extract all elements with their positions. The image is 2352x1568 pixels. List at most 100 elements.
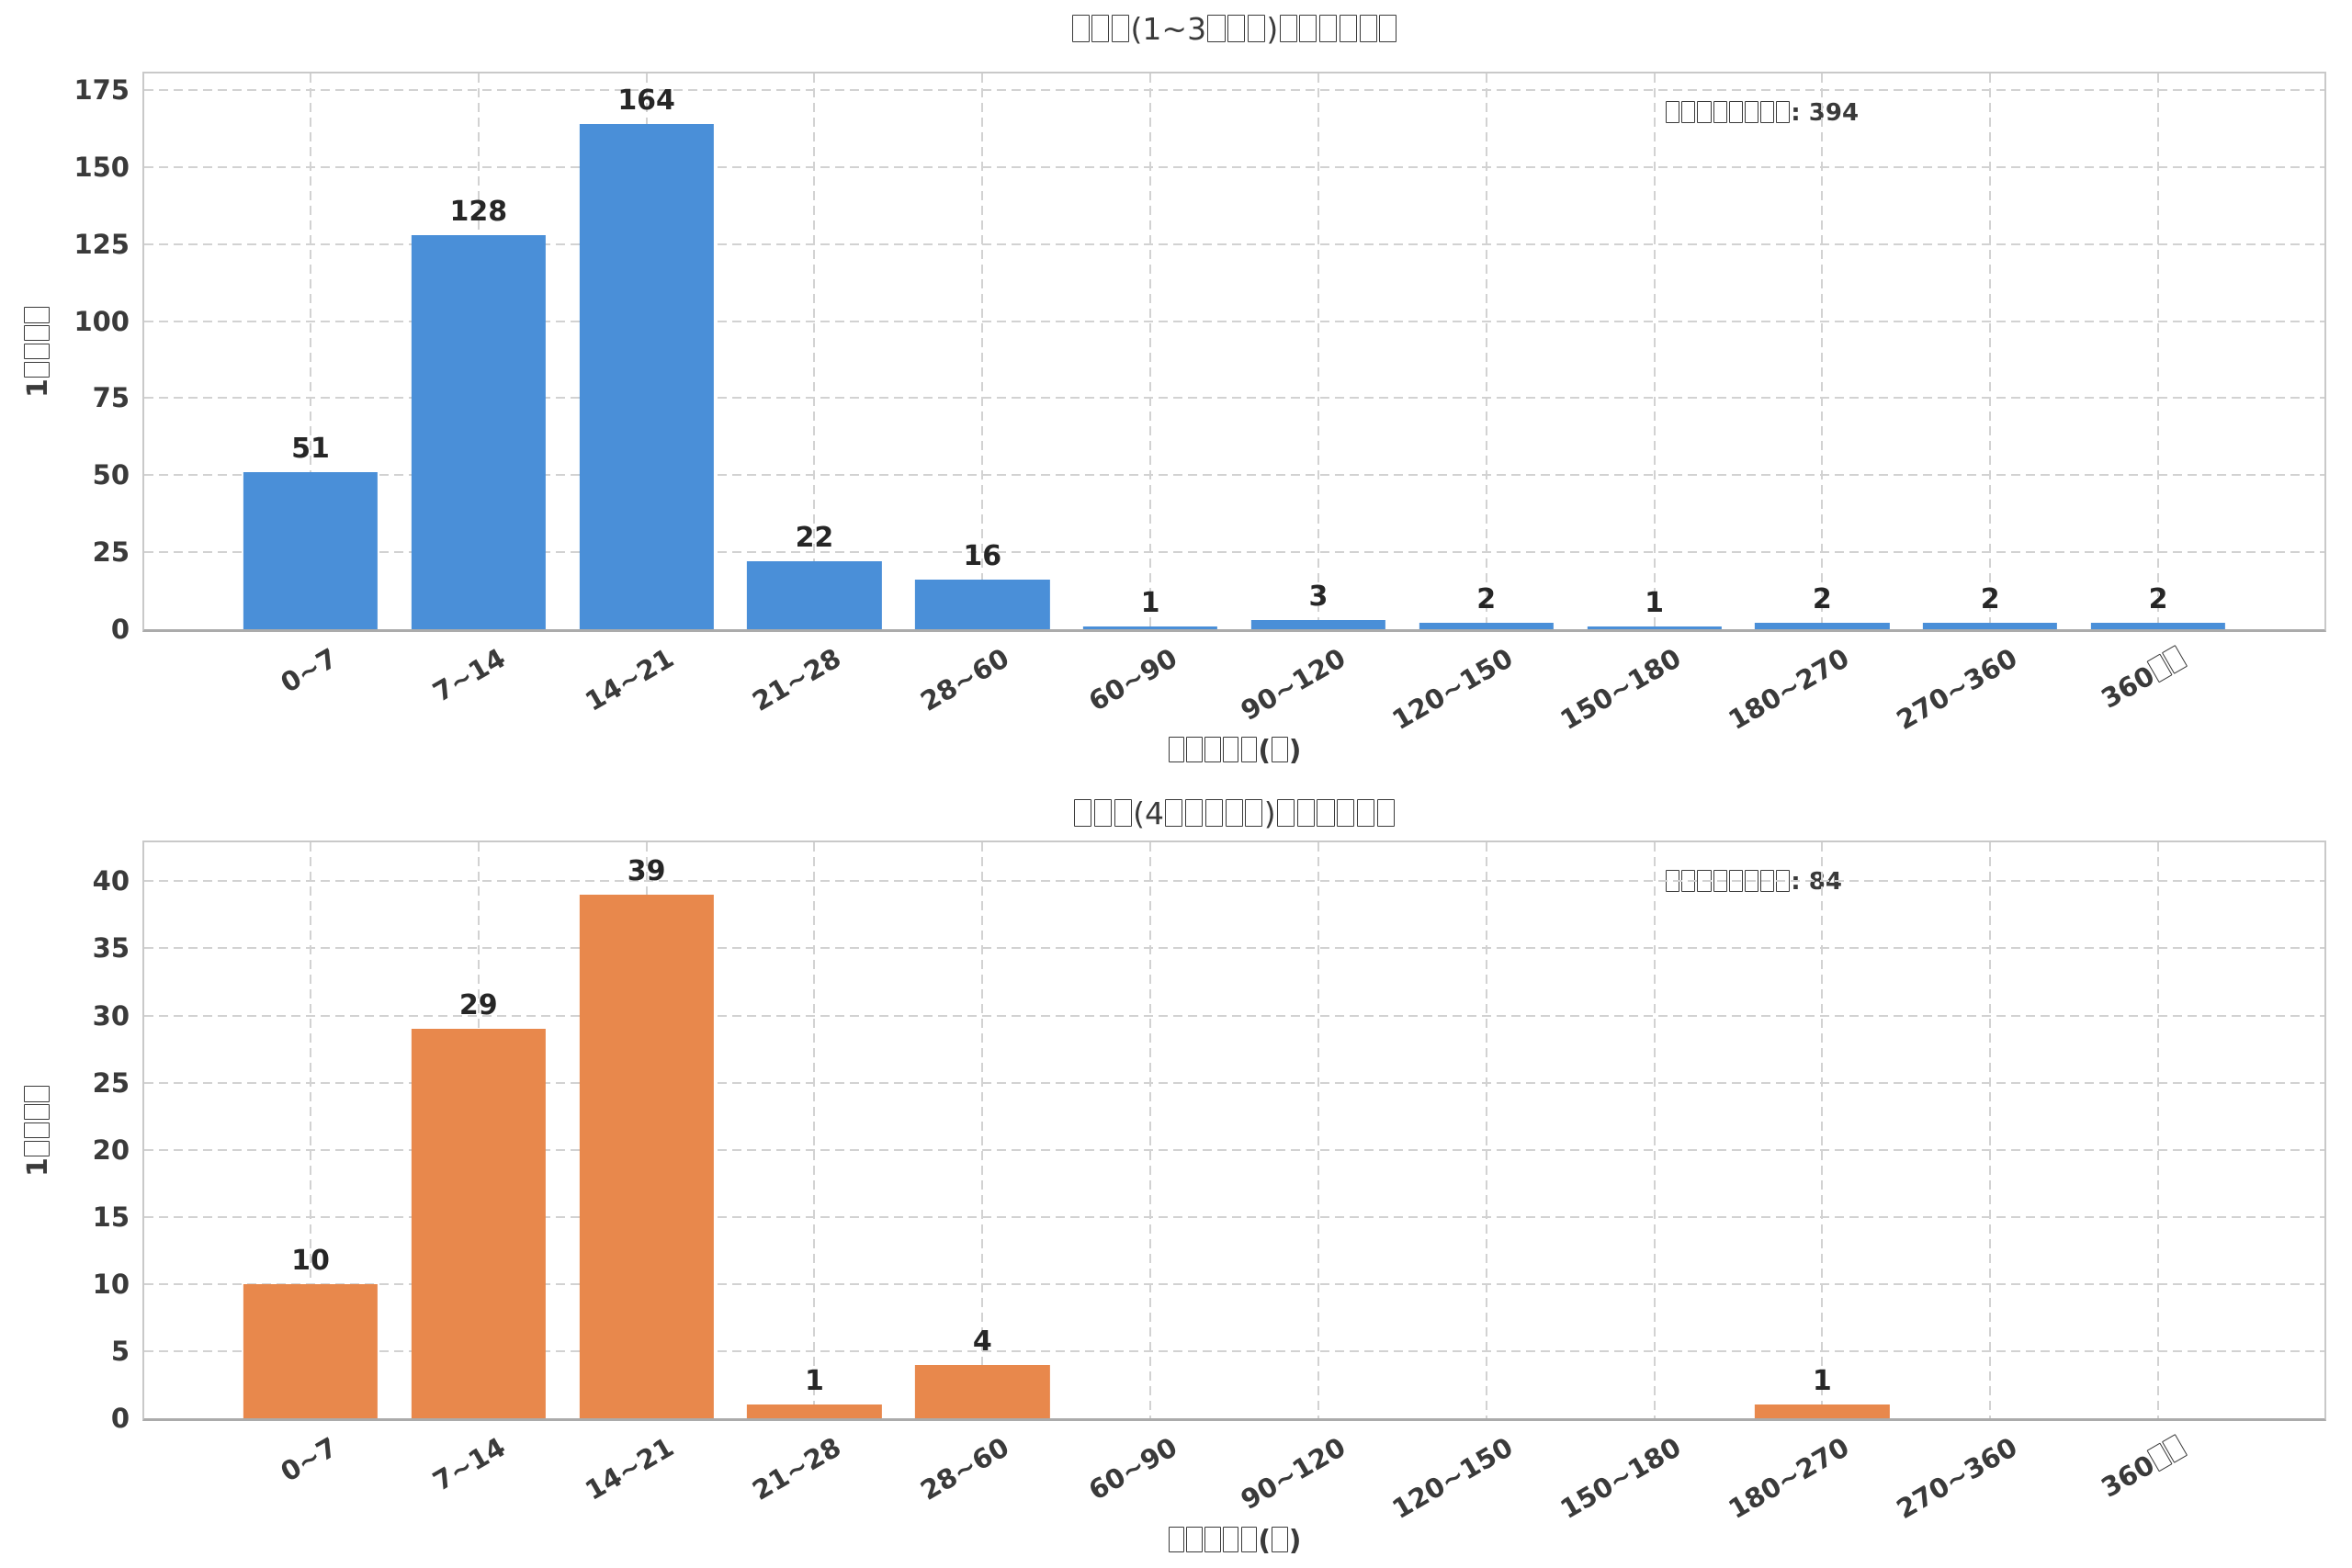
chart-title: (4) xyxy=(142,795,2326,831)
missing-glyph-box xyxy=(24,1103,50,1120)
x-axis-label: () xyxy=(142,735,2326,767)
bar xyxy=(915,580,1050,629)
gridline-vertical xyxy=(1653,842,1656,1418)
y-tick-label: 25 xyxy=(92,1066,130,1099)
gridline-vertical xyxy=(1149,73,1152,629)
missing-glyph-box xyxy=(1222,737,1239,762)
gridline-horizontal xyxy=(144,880,2324,883)
missing-glyph-box xyxy=(1091,14,1110,43)
gridline-horizontal xyxy=(144,243,2324,245)
missing-glyph-box xyxy=(1168,737,1185,762)
gridline-horizontal xyxy=(144,474,2324,477)
missing-glyph-box xyxy=(1204,1527,1221,1552)
bar-value-label: 2 xyxy=(1980,583,2000,616)
y-tick-label: 35 xyxy=(92,932,130,964)
gridline-vertical xyxy=(309,842,311,1418)
gridline-vertical xyxy=(2157,73,2159,629)
bar-value-label: 10 xyxy=(291,1244,330,1277)
missing-glyph-box xyxy=(1296,798,1315,828)
gridline-vertical xyxy=(2157,842,2159,1418)
y-tick-label: 100 xyxy=(74,305,130,337)
x-tick-label: 14~21 xyxy=(579,642,679,717)
bar xyxy=(243,1283,379,1418)
y-tick-label: 75 xyxy=(92,382,130,414)
bar-value-label: 2 xyxy=(1812,583,1832,616)
missing-glyph-box xyxy=(1697,100,1712,123)
x-tick-label: 14~21 xyxy=(579,1431,679,1506)
missing-glyph-box xyxy=(1165,798,1183,828)
y-axis-label: 1 xyxy=(22,306,54,397)
y-tick-label: 25 xyxy=(92,536,130,569)
gridline-vertical xyxy=(1989,73,1992,629)
bar xyxy=(579,895,714,1418)
missing-glyph-box xyxy=(1207,14,1226,43)
missing-glyph-box xyxy=(1681,100,1696,123)
missing-glyph-box xyxy=(1093,798,1113,828)
bar xyxy=(1755,623,1890,629)
gridline-vertical xyxy=(309,73,311,629)
missing-glyph-box xyxy=(1379,14,1397,43)
bar-value-label: 3 xyxy=(1308,580,1329,613)
gridline-vertical xyxy=(1821,842,1824,1418)
bar-value-label: 2 xyxy=(1476,583,1497,616)
missing-glyph-box xyxy=(1713,100,1727,123)
x-tick-label: 21~28 xyxy=(747,1431,847,1506)
missing-glyph-box xyxy=(1317,798,1335,828)
x-tick-label: 28~60 xyxy=(915,642,1015,717)
gridline-vertical xyxy=(1485,842,1487,1418)
missing-glyph-box xyxy=(1227,14,1246,43)
gridline-horizontal xyxy=(144,165,2324,168)
x-tick-label: 120~150 xyxy=(1386,642,1519,737)
missing-glyph-box xyxy=(1245,798,1263,828)
missing-glyph-box xyxy=(1272,1527,1288,1552)
missing-glyph-box xyxy=(1319,14,1338,43)
y-tick-label: 30 xyxy=(92,999,130,1032)
bar-value-label: 1 xyxy=(1645,586,1664,619)
missing-glyph-box xyxy=(1114,798,1132,828)
missing-glyph-box xyxy=(1186,737,1203,762)
y-tick-label: 0 xyxy=(110,614,130,645)
bar xyxy=(411,234,546,629)
bar-value-label: 29 xyxy=(458,989,498,1022)
gridline-horizontal xyxy=(144,397,2324,400)
y-tick-label: 125 xyxy=(74,228,130,260)
plot-area: 1 : 84 0510152025303540100~7297~143914~2… xyxy=(22,840,2326,1525)
missing-glyph-box xyxy=(24,361,50,378)
bar-value-label: 22 xyxy=(795,522,834,555)
gridline-vertical xyxy=(1149,842,1152,1418)
bar-value-label: 39 xyxy=(627,855,666,887)
missing-glyph-box xyxy=(1376,798,1395,828)
bar xyxy=(1755,1404,1890,1418)
y-tick-label: 150 xyxy=(74,151,130,183)
x-tick-label: 60~90 xyxy=(1083,642,1183,717)
gridline-horizontal xyxy=(144,320,2324,322)
x-tick-label: 360 xyxy=(2096,1431,2190,1504)
bar xyxy=(915,1364,1050,1418)
bar xyxy=(579,124,714,629)
missing-glyph-box xyxy=(1074,798,1092,828)
x-tick-label: 150~180 xyxy=(1555,1431,1687,1526)
gridline-vertical xyxy=(1317,73,1319,629)
missing-glyph-box xyxy=(1112,14,1130,43)
gridline-vertical xyxy=(813,73,816,629)
gridline-vertical xyxy=(1653,73,1656,629)
bar-value-label: 164 xyxy=(617,85,675,117)
gridline-horizontal xyxy=(144,1349,2324,1352)
y-tick-label: 5 xyxy=(110,1335,130,1367)
x-tick-label: 150~180 xyxy=(1555,642,1687,737)
y-tick-label: 50 xyxy=(92,459,130,491)
gridline-horizontal xyxy=(144,89,2324,92)
x-tick-label: 180~270 xyxy=(1723,642,1855,737)
bar xyxy=(1250,619,1386,629)
total-annotation: : 394 xyxy=(1665,99,1859,127)
x-tick-label: 180~270 xyxy=(1723,1431,1855,1526)
x-tick-label: 360 xyxy=(2096,642,2190,715)
bar xyxy=(2090,623,2226,629)
missing-glyph-box xyxy=(1279,14,1297,43)
bar-value-label: 1 xyxy=(1812,1365,1832,1398)
y-axis-label: 1 xyxy=(22,1085,54,1176)
missing-glyph-box xyxy=(1185,798,1204,828)
x-tick-label: 0~7 xyxy=(276,642,343,699)
bar-value-label: 128 xyxy=(449,195,508,228)
